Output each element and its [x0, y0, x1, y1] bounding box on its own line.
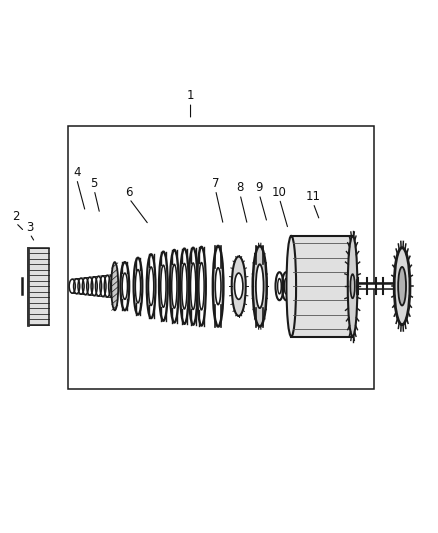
Ellipse shape: [350, 274, 355, 298]
Ellipse shape: [286, 236, 296, 336]
Text: 3: 3: [26, 221, 33, 233]
Ellipse shape: [234, 273, 243, 300]
Bar: [68, 126, 374, 389]
Ellipse shape: [398, 267, 406, 305]
Bar: [291, 236, 353, 336]
Text: 10: 10: [272, 185, 287, 199]
Text: 1: 1: [187, 89, 194, 102]
Bar: [28, 248, 49, 325]
Ellipse shape: [232, 256, 246, 316]
Ellipse shape: [348, 236, 357, 336]
Ellipse shape: [256, 264, 264, 308]
Ellipse shape: [253, 246, 267, 327]
Ellipse shape: [111, 262, 118, 310]
Text: 11: 11: [306, 190, 321, 203]
Text: 6: 6: [125, 185, 133, 199]
Ellipse shape: [394, 248, 410, 325]
Text: 5: 5: [91, 177, 98, 190]
Text: 7: 7: [212, 177, 219, 190]
Text: 8: 8: [237, 181, 244, 194]
Text: 9: 9: [255, 181, 263, 194]
Text: 2: 2: [12, 209, 20, 223]
Text: 4: 4: [73, 166, 81, 179]
